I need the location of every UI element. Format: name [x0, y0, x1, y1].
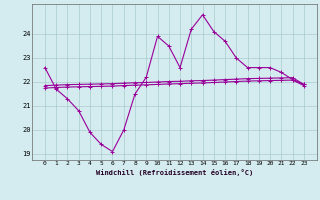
X-axis label: Windchill (Refroidissement éolien,°C): Windchill (Refroidissement éolien,°C)	[96, 169, 253, 176]
